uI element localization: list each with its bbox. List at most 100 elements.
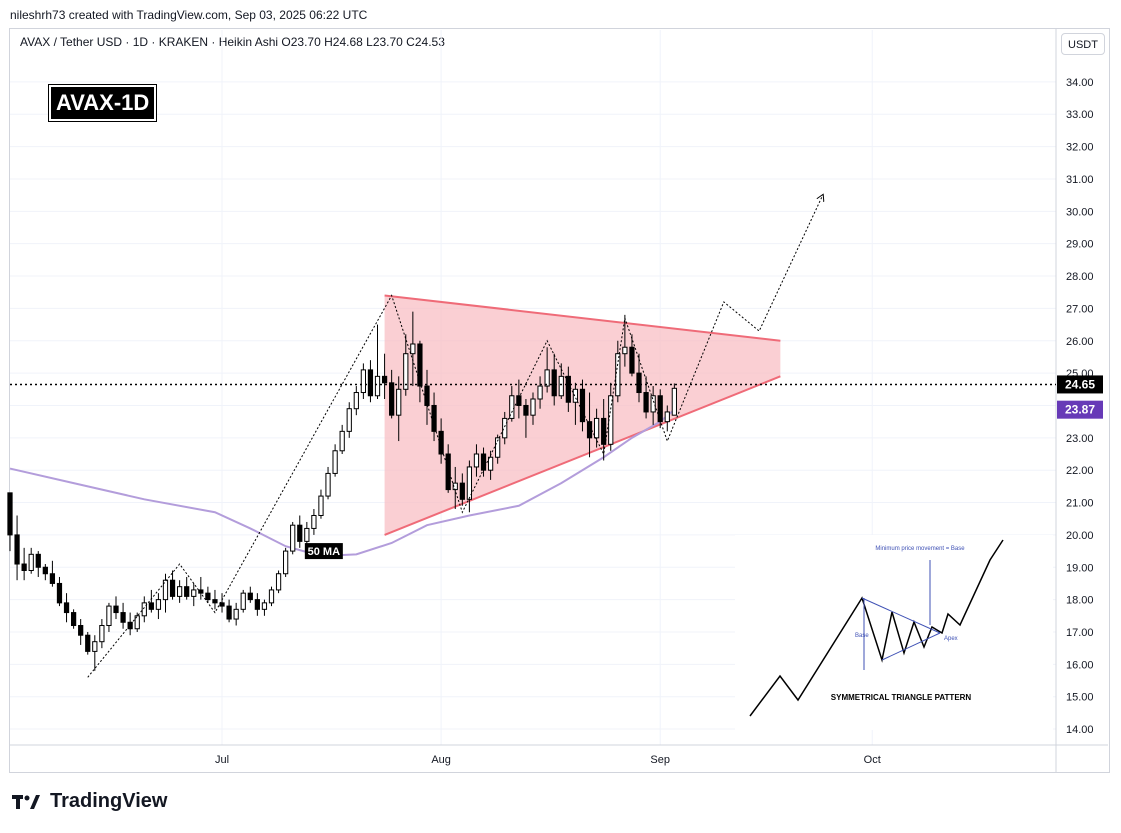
candle-body	[360, 369, 366, 394]
candle-body	[650, 395, 656, 413]
candle-body	[56, 582, 63, 604]
y-tick-label: 30.00	[1066, 206, 1094, 218]
candle	[565, 366, 571, 412]
candle	[431, 392, 437, 442]
candle	[537, 376, 543, 409]
candle	[516, 379, 522, 419]
candle-body	[318, 495, 324, 516]
y-tick-label: 23.00	[1066, 433, 1094, 445]
candle	[332, 444, 338, 477]
candle-body	[601, 417, 607, 445]
candle	[544, 347, 550, 393]
candle-body	[113, 605, 119, 614]
y-tick-label: 27.00	[1066, 303, 1094, 315]
candle	[14, 515, 20, 581]
ma-value-tag-box	[1057, 400, 1103, 419]
candle-body	[261, 602, 268, 610]
candle	[374, 324, 381, 399]
y-tick-label: 15.00	[1066, 692, 1094, 704]
ma-label-box	[304, 543, 343, 560]
candle-body	[63, 602, 70, 614]
inset-title: SYMMETRICAL TRIANGLE PATTERN	[831, 693, 972, 702]
candle-body	[92, 641, 98, 652]
candle-body	[424, 385, 430, 406]
candle-body	[438, 430, 444, 455]
candle-body	[396, 388, 402, 416]
y-tick-label: 16.00	[1066, 659, 1094, 671]
candle	[381, 353, 388, 399]
inset-triangle-upper	[861, 597, 941, 634]
candle-body	[466, 466, 473, 500]
x-tick-label: Sep	[650, 754, 670, 766]
candle-body	[191, 589, 197, 597]
candle-body	[177, 586, 183, 597]
candle-body	[622, 346, 628, 355]
ma-label: 50 MA	[308, 546, 340, 558]
tradingview-brand: TradingView	[50, 790, 168, 812]
y-tick-label: 14.00	[1066, 724, 1094, 736]
candle	[56, 576, 63, 607]
candle-body	[445, 453, 451, 491]
candle	[226, 599, 232, 623]
currency-button[interactable]: USDT	[1061, 33, 1105, 55]
candle	[134, 612, 140, 632]
candle	[191, 583, 197, 607]
candle-body	[233, 608, 239, 620]
candle-body	[184, 586, 190, 597]
candle-body	[21, 563, 27, 572]
candle	[650, 386, 656, 425]
tradingview-logo[interactable]: TradingView	[12, 790, 167, 813]
candle-body	[304, 527, 310, 542]
candle-body	[155, 599, 162, 610]
candle-body	[565, 375, 571, 403]
candle	[353, 386, 359, 416]
candle	[509, 386, 515, 422]
candle-body	[516, 395, 522, 406]
candle-body	[523, 404, 529, 416]
candle	[445, 444, 451, 493]
candle-body	[593, 417, 600, 439]
x-tick-label: Jul	[215, 754, 229, 766]
candle	[141, 596, 147, 623]
ma-50-line	[9, 408, 675, 557]
candle	[78, 619, 84, 645]
candle-body	[509, 395, 515, 419]
zigzag-projection	[87, 195, 823, 678]
candle-body	[99, 625, 105, 643]
inset-apex-label: Apex	[944, 636, 958, 642]
candle	[254, 593, 260, 616]
y-tick-label: 33.00	[1066, 109, 1094, 121]
candle-body	[367, 369, 374, 397]
candle	[7, 492, 13, 552]
candle	[212, 589, 218, 610]
candle	[579, 379, 586, 432]
chart-frame[interactable]	[9, 28, 1110, 773]
triangle-lower-line	[384, 375, 781, 536]
candle	[205, 586, 211, 603]
candle	[233, 602, 239, 626]
candle	[35, 551, 41, 577]
candle	[438, 418, 444, 464]
candle-body	[85, 634, 91, 652]
candle	[593, 408, 600, 448]
candle	[360, 363, 366, 399]
candle	[495, 434, 501, 464]
candle-body	[643, 392, 649, 413]
candle-body	[70, 612, 77, 627]
candle	[346, 402, 352, 438]
candle	[49, 560, 56, 587]
candle	[671, 383, 677, 416]
candle-body	[558, 375, 564, 397]
y-tick-label: 18.00	[1066, 595, 1094, 607]
candle	[403, 334, 409, 396]
candle-body	[311, 514, 317, 529]
candle-body	[629, 346, 635, 374]
candle-body	[78, 625, 84, 636]
candle-body	[254, 599, 260, 610]
candle	[290, 521, 296, 555]
candle-body	[332, 450, 338, 474]
candle-body	[473, 453, 480, 468]
candle-body	[106, 605, 112, 627]
candle-body	[247, 592, 253, 601]
